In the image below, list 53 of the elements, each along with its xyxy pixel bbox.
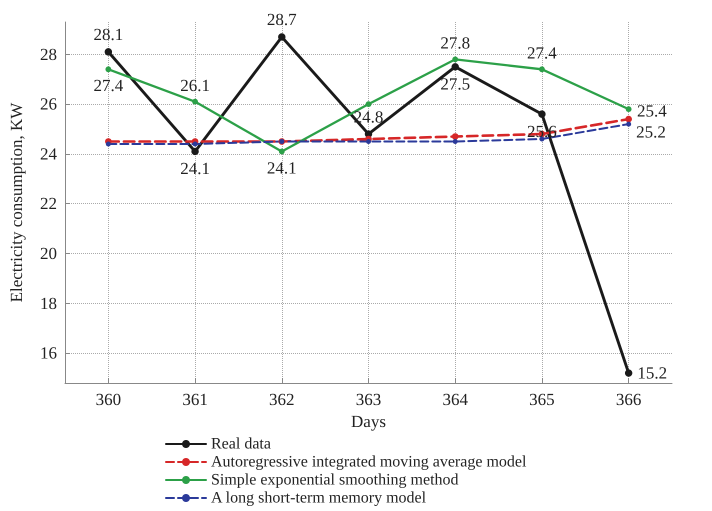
y-tick-label: 24	[40, 144, 58, 164]
point	[278, 33, 286, 41]
x-tick-label: 360	[96, 390, 122, 409]
legend-label: A long short-term memory model	[211, 490, 427, 506]
y-tick-label: 18	[40, 294, 57, 313]
point	[452, 56, 458, 62]
x-tick-label: 365	[529, 390, 555, 409]
point	[192, 98, 198, 105]
x-tick-label: 364	[442, 390, 468, 409]
point	[191, 148, 199, 156]
point	[626, 122, 632, 127]
x-tick-label: 361	[182, 390, 208, 409]
data-label: 27.8	[440, 33, 470, 52]
y-tick-label: 16	[40, 344, 57, 363]
point	[452, 133, 459, 140]
data-label: 24.8	[354, 107, 384, 126]
data-label: 24.1	[266, 158, 297, 178]
y-tick-label: 20	[40, 244, 57, 264]
point	[539, 66, 545, 72]
legend-label: Autoregressive integrated moving average model	[211, 454, 527, 470]
point	[625, 116, 632, 122]
data-label: 27.4	[527, 43, 558, 62]
data-label: 15.2	[637, 364, 668, 383]
point	[366, 101, 372, 108]
y-tick-label: 22	[40, 194, 57, 214]
point	[538, 110, 546, 118]
point	[104, 48, 112, 56]
point	[626, 106, 632, 112]
point	[452, 139, 458, 144]
data-label: 28.7	[266, 10, 298, 30]
data-label: 28.1	[93, 25, 124, 44]
data-label: 25.4	[636, 102, 668, 121]
y-axis-title: Electricity consumption, KW	[7, 102, 26, 302]
x-tick-label: 363	[356, 390, 382, 409]
y-tick-label: 26	[40, 94, 57, 114]
point	[105, 66, 112, 72]
point	[192, 141, 198, 146]
x-axis-title: Days	[351, 412, 386, 431]
point	[452, 63, 459, 71]
data-label: 27.5	[440, 74, 470, 94]
legend-label: Simple exponential smoothing method	[211, 472, 459, 488]
x-tick-label: 366	[616, 390, 642, 409]
y-tick-label: 28	[40, 44, 57, 64]
data-label: 27.4	[93, 76, 124, 96]
point	[366, 139, 371, 144]
point	[106, 141, 111, 146]
data-label: 24.1	[180, 159, 210, 178]
x-tick-label: 362	[269, 390, 295, 409]
point	[278, 148, 285, 154]
point	[624, 369, 632, 377]
data-label: 26.1	[180, 76, 210, 95]
legend-label: Real data	[211, 436, 271, 452]
data-label: 25.2	[636, 122, 666, 142]
